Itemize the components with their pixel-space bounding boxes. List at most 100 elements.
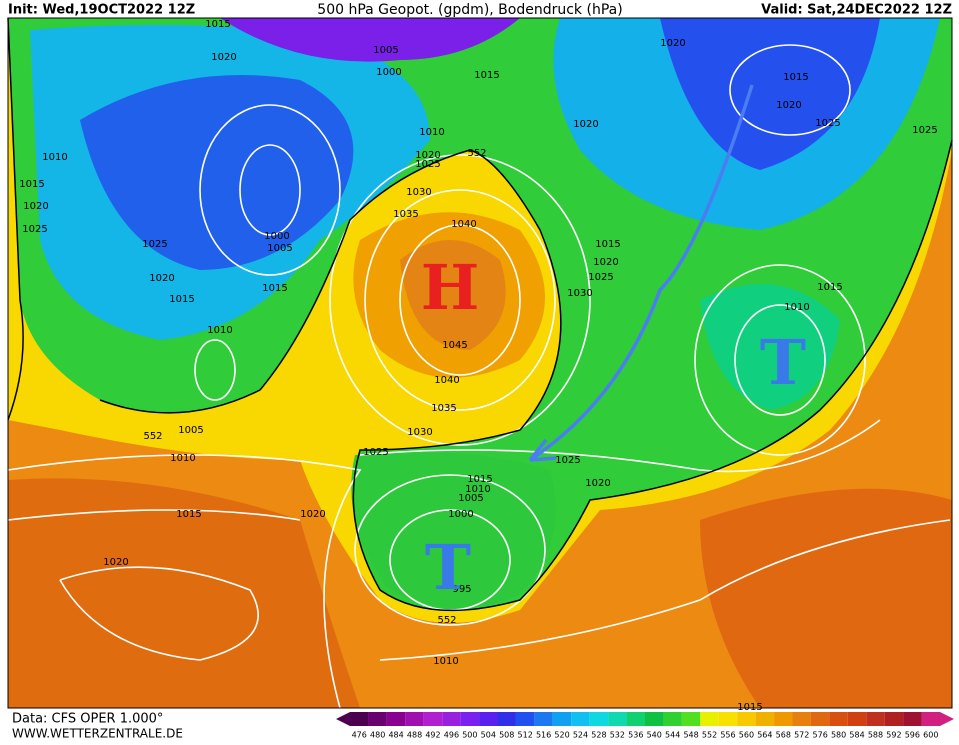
isobar [379, 519, 951, 661]
colorbar-swatch [810, 712, 830, 726]
isobar-label: 1030 [567, 288, 592, 299]
isobar-label: 1020 [103, 557, 128, 568]
flow-arrow-head [528, 438, 557, 462]
colorbar-swatch [460, 712, 480, 726]
colorbar-swatch [571, 712, 590, 726]
field-dark-orange-east [700, 488, 952, 708]
colorbar-tick-label: 480 [370, 731, 385, 740]
field-blue-north [660, 18, 880, 170]
colorbar-tick-label: 476 [352, 731, 367, 740]
field-orange-core [400, 240, 506, 350]
isobar-label: 1005 [458, 493, 483, 504]
colorbar-tick-label: 516 [536, 731, 551, 740]
init-text: Init: Wed,19OCT2022 12Z [8, 3, 195, 18]
colorbar-swatch [479, 712, 498, 726]
isobar-label: 1015 [205, 19, 230, 30]
isobar-label: 552 [143, 431, 162, 442]
isobar-label: 1020 [415, 150, 440, 161]
colorbar-tick-label: 600 [923, 731, 938, 740]
isobar-label: 1025 [815, 118, 840, 129]
isobars [7, 44, 951, 709]
colorbar-swatch [755, 712, 775, 726]
colorbar-tick-label: 488 [407, 731, 422, 740]
isobar-label: 1015 [467, 474, 492, 485]
colorbar-swatch [663, 712, 682, 726]
isobar-label: 552 [437, 615, 456, 626]
colorbar-tick-label: 544 [665, 731, 680, 740]
pressure-symbol: T [760, 326, 806, 399]
colorbar-swatch [350, 712, 369, 726]
colorbar-swatch [497, 712, 516, 726]
isobar-label: 1015 [19, 179, 44, 190]
isobar-label: 1005 [373, 45, 398, 56]
isobar-label: 1040 [434, 375, 459, 386]
colorbar-tick-label: 572 [794, 731, 809, 740]
colorbar-tick-label: 524 [573, 731, 588, 740]
colorbar-tick-label: 576 [813, 731, 828, 740]
colorbar-swatch [442, 712, 461, 726]
colorbar-swatch [552, 712, 572, 726]
isobar-label: 1000 [448, 509, 473, 520]
isobar-label: 1020 [149, 273, 174, 284]
isobar-label: 1010 [784, 302, 809, 313]
isobar-label: 1035 [431, 403, 456, 414]
colorbar: 476 480 484 488 492 496 500 504 508 512 516 520 524 5… [336, 712, 954, 740]
colorbar-tick-label: 564 [757, 731, 772, 740]
colorbar-arrow-right [940, 712, 954, 726]
field-teal-low [700, 284, 840, 410]
isobar [329, 154, 591, 446]
isobar-label: 1010 [433, 656, 458, 667]
isobar-label: 1015 [817, 282, 842, 293]
colorbar-swatch [847, 712, 867, 726]
map-fields [8, 18, 952, 708]
field-purple [220, 18, 520, 62]
isobar-label: 1045 [442, 340, 467, 351]
colorbar-tick-label: 592 [886, 731, 901, 740]
data-source: Data: CFS OPER 1.000° [12, 712, 163, 727]
colorbar-swatch [589, 712, 609, 726]
isobar-label: 1025 [588, 272, 613, 283]
site-name: WWW.WETTERZENTRALE.DE [12, 727, 183, 741]
isobar [729, 44, 851, 136]
isobar-label: 1005 [267, 243, 292, 254]
valid-text: Valid: Sat,24DEC2022 12Z [761, 3, 952, 18]
isobar-label: 552 [467, 148, 486, 159]
colorbar-swatch [368, 712, 387, 726]
isobar-label: 1015 [169, 294, 194, 305]
colorbar-swatch [681, 712, 701, 726]
isobar-label: 1015 [474, 70, 499, 81]
colorbar-tick-label: 588 [868, 731, 883, 740]
colorbar-tick-label: 492 [425, 731, 440, 740]
colorbar-tick-label: 512 [518, 731, 533, 740]
colorbar-swatch [423, 712, 443, 726]
isobar-label: 1020 [776, 100, 801, 111]
isobar-label: 1000 [264, 231, 289, 242]
isobar-label: 1030 [406, 187, 431, 198]
colorbar-tick-label: 484 [388, 731, 403, 740]
colorbar-tick-label: 536 [628, 731, 643, 740]
colorbar-tick-label: 548 [683, 731, 698, 740]
isobar [694, 264, 866, 456]
colorbar-tick-label: 556 [720, 731, 735, 740]
field-dark-orange [8, 478, 360, 708]
isobar-label: 1025 [555, 455, 580, 466]
isobar-label: 1010 [465, 484, 490, 495]
isobar-label: 1040 [451, 219, 476, 230]
colorbar-tick-label: 584 [849, 731, 864, 740]
map-title: 500 hPa Geopot. (gpdm), Bodendruck (hPa) [317, 2, 622, 18]
isobar-label: 1005 [178, 425, 203, 436]
isobar-label: 1025 [22, 224, 47, 235]
colorbar-tick-label: 540 [647, 731, 662, 740]
isobar [194, 339, 236, 401]
isobar-label: 1025 [363, 447, 388, 458]
colorbar-tick-label: 580 [831, 731, 846, 740]
colorbar-swatch [921, 712, 940, 726]
colorbar-tick-label: 508 [499, 731, 514, 740]
colorbar-swatch [718, 712, 738, 726]
isobar-label: 1030 [407, 427, 432, 438]
colorbar-swatch [866, 712, 885, 726]
isobar-label: 1010 [419, 127, 444, 138]
colorbar-swatch [774, 712, 793, 726]
